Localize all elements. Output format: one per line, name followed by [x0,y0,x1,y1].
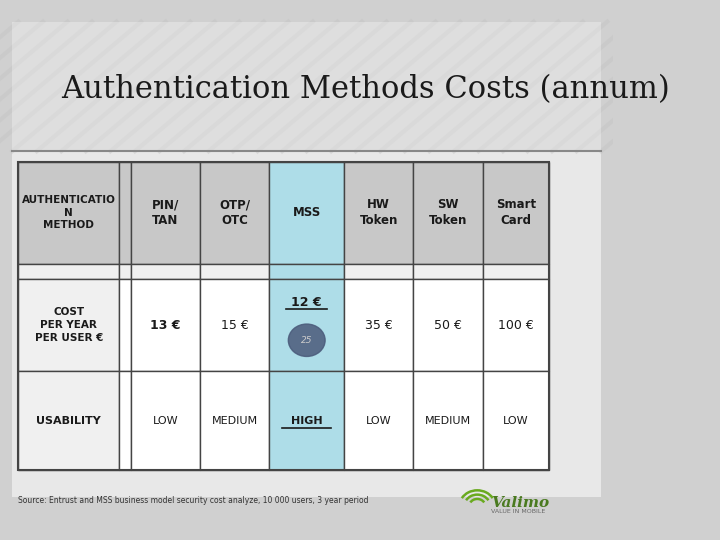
Bar [131,279,200,372]
Bar [19,264,120,279]
Bar [413,279,482,372]
Text: 35 €: 35 € [365,319,392,332]
Bar [19,372,120,470]
Bar [344,264,413,279]
Bar [482,264,549,279]
Text: HIGH: HIGH [291,416,323,426]
Bar [19,162,549,470]
Bar [120,279,131,372]
Bar [269,162,344,264]
Text: LOW: LOW [153,416,179,426]
Text: Authentication Methods Costs (annum): Authentication Methods Costs (annum) [61,73,670,105]
Bar [131,264,200,279]
Bar [12,22,601,497]
Bar [120,162,131,264]
Bar [269,279,344,372]
Text: VALUE IN MOBILE: VALUE IN MOBILE [491,509,545,514]
Bar [344,162,413,264]
Text: AUTHENTICATIO
N
METHOD: AUTHENTICATIO N METHOD [22,195,116,230]
Text: Valimo: Valimo [491,496,549,510]
Text: 12 €: 12 € [292,296,322,309]
Text: HW
Token: HW Token [359,198,398,227]
Bar [12,22,601,151]
Bar [413,372,482,470]
Text: 15 €: 15 € [221,319,248,332]
Bar [120,372,131,470]
Bar [344,279,413,372]
Bar [19,279,120,372]
Text: 100 €: 100 € [498,319,534,332]
Bar [413,264,482,279]
Bar [269,264,344,279]
Bar [200,264,269,279]
Text: 50 €: 50 € [434,319,462,332]
Text: PIN/
TAN: PIN/ TAN [152,198,179,227]
Text: Smart
Card: Smart Card [495,198,536,227]
Text: MSS: MSS [292,206,321,219]
Text: LOW: LOW [503,416,528,426]
Bar [120,264,131,279]
Bar [19,162,120,264]
Text: SW
Token: SW Token [429,198,467,227]
Text: COST
PER YEAR
PER USER €: COST PER YEAR PER USER € [35,307,103,343]
Bar [413,162,482,264]
Circle shape [288,324,325,356]
Text: 13 €: 13 € [150,319,181,332]
Bar [269,372,344,470]
Bar [200,162,269,264]
Text: USABILITY: USABILITY [37,416,102,426]
Text: MEDIUM: MEDIUM [425,416,471,426]
Text: 25: 25 [301,336,312,345]
Bar [344,372,413,470]
Bar [131,162,200,264]
Bar [200,279,269,372]
Bar [482,279,549,372]
Bar [131,372,200,470]
Bar [482,162,549,264]
Text: Source: Entrust and MSS business model security cost analyze, 10 000 users, 3 ye: Source: Entrust and MSS business model s… [19,496,369,505]
Text: MEDIUM: MEDIUM [212,416,258,426]
Bar [482,372,549,470]
Bar [200,372,269,470]
Text: LOW: LOW [366,416,392,426]
Text: OTP/
OTC: OTP/ OTC [219,198,250,227]
Bar [12,22,601,151]
